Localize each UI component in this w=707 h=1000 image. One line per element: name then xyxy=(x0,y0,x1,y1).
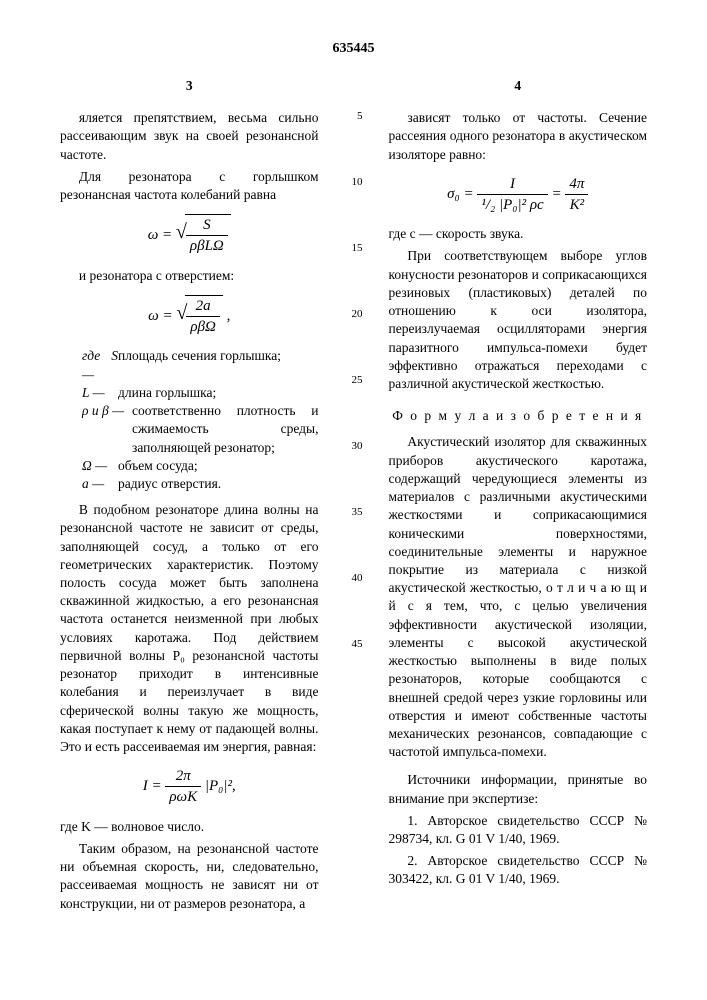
line-no: 25 xyxy=(345,375,363,386)
line-no: 5 xyxy=(345,111,363,122)
right-column: 4 зависят только от частоты. Сечение рас… xyxy=(389,77,648,917)
left-p5: Таким образом, на резонансной частоте ни… xyxy=(60,840,319,913)
def-Om: объем сосуда; xyxy=(118,457,319,475)
def-L: длина горлышка; xyxy=(118,384,319,402)
claim-text: Акустический изолятор для скважинных при… xyxy=(389,433,648,761)
ref-2: 2. Авторское свидетельство СССР № 303422… xyxy=(389,852,648,888)
line-no: 20 xyxy=(345,309,363,320)
line-no: 10 xyxy=(345,177,363,188)
line-no: 15 xyxy=(345,243,363,254)
def-S: площадь сечения горлышка; xyxy=(118,347,319,383)
formula-sigma0: σ₀ = I¹/₂ |P₀|² ρc = 4πK² xyxy=(389,174,648,216)
left-p1: яляется препятствием, весьма сильно расс… xyxy=(60,109,319,164)
def-K: где K — волновое число. xyxy=(60,818,319,836)
def-sym-S: где S — xyxy=(82,347,118,383)
right-p1: зависят только от частоты. Сечение рассе… xyxy=(389,109,648,164)
def-a: радиус отверстия. xyxy=(118,475,319,493)
left-p3: и резонатора с отверстием: xyxy=(60,267,319,285)
line-no: 30 xyxy=(345,441,363,452)
definitions-list: где S —площадь сечения горлышка; L —длин… xyxy=(82,347,319,493)
line-no: 45 xyxy=(345,639,363,650)
columns-wrapper: 3 яляется препятствием, весьма сильно ра… xyxy=(60,77,647,917)
document-number: 635445 xyxy=(60,40,647,59)
line-no: 40 xyxy=(345,573,363,584)
right-p2: При соответствующем выборе углов конусно… xyxy=(389,247,648,393)
left-p4: В подобном резонаторе длина волны на рез… xyxy=(60,501,319,756)
ref-1: 1. Авторское свидетельство СССР № 298734… xyxy=(389,812,648,848)
def-c: где c — скорость звука. xyxy=(389,225,648,243)
formula-omega-2: ω = √2aρβΩ , xyxy=(60,295,319,338)
def-sym-rhoB: ρ и β — xyxy=(82,402,132,457)
line-no: 35 xyxy=(345,507,363,518)
left-p2: Для резонатора с горлышком резонансная ч… xyxy=(60,168,319,204)
left-column: 3 яляется препятствием, весьма сильно ра… xyxy=(60,77,319,917)
def-rhoB: соответственно плотность и сжимаемость с… xyxy=(132,402,319,457)
refs-heading: Источники информации, принятые во вниман… xyxy=(389,771,648,807)
references: 1. Авторское свидетельство СССР № 298734… xyxy=(389,812,648,889)
def-sym-Om: Ω — xyxy=(82,457,118,475)
def-sym-a: a — xyxy=(82,475,118,493)
formula-omega-1: ω = √SρβLΩ xyxy=(60,214,319,257)
line-numbers: 5 10 15 20 25 30 35 40 45 xyxy=(345,77,363,917)
formula-I: I = 2πρωK |P₀|², xyxy=(60,766,319,808)
claims-heading: Ф о р м у л а и з о б р е т е н и я xyxy=(389,407,648,425)
left-column-number: 3 xyxy=(60,77,319,95)
right-column-number: 4 xyxy=(389,77,648,95)
def-sym-L: L — xyxy=(82,384,118,402)
